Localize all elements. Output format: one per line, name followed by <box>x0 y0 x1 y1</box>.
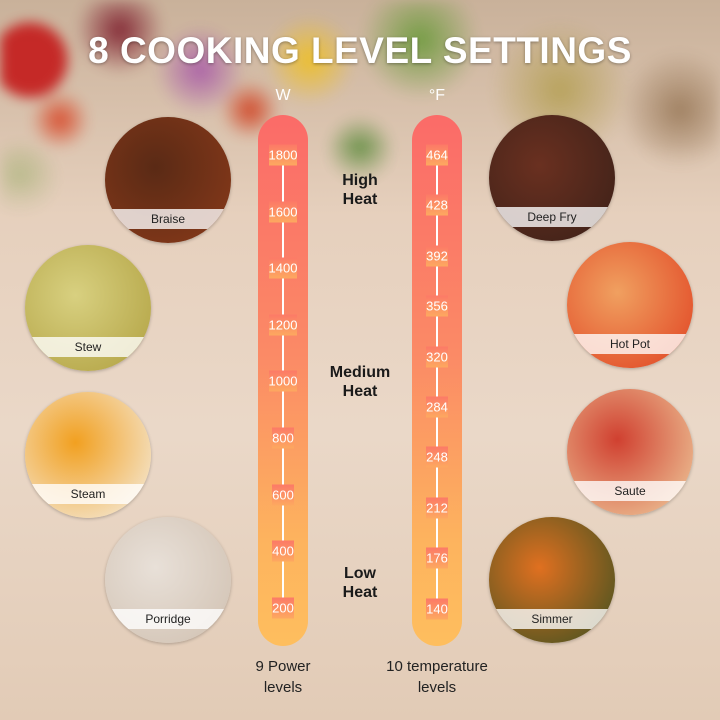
power-levels-caption: 9 Power levels <box>255 658 311 696</box>
dish-label: Deep Fry <box>489 207 615 227</box>
temperature-tick-label: 140 <box>412 598 462 620</box>
page-title: 8 COOKING LEVEL SETTINGS <box>88 30 632 71</box>
dish-label: Steam <box>25 484 151 504</box>
medium-heat-label: Medium Heat <box>329 364 391 400</box>
temperature-tick-label: 212 <box>412 497 462 519</box>
temperature-tick-label: 176 <box>412 547 462 569</box>
temperature-unit: °F <box>428 87 446 104</box>
power-unit: W <box>275 87 291 104</box>
dish-label: Simmer <box>489 609 615 629</box>
dish-label: Saute <box>567 481 693 501</box>
dish-label: Hot Pot <box>567 334 693 354</box>
temperature-tick-label: 356 <box>412 295 462 317</box>
dish-porridge: Porridge <box>105 517 231 643</box>
power-tick-label: 1600 <box>258 201 308 223</box>
power-scale-bar: 1800 1600 1400 1200 1000 800 600 400 200 <box>258 115 308 646</box>
power-tick-label: 1400 <box>258 257 308 279</box>
power-tick-label: 800 <box>258 427 308 449</box>
temperature-tick-label: 284 <box>412 396 462 418</box>
dish-steam: Steam <box>25 392 151 518</box>
power-tick-label: 1800 <box>258 144 308 166</box>
power-tick-label: 400 <box>258 540 308 562</box>
temperature-tick-label: 320 <box>412 346 462 368</box>
dish-saute: Saute <box>567 389 693 515</box>
temperature-scale-bar: 464 428 392 356 320 284 248 212 176 140 <box>412 115 462 646</box>
low-heat-label: Low Heat <box>342 565 378 601</box>
dish-label: Stew <box>25 337 151 357</box>
temperature-tick-label: 392 <box>412 245 462 267</box>
power-tick-label: 1000 <box>258 370 308 392</box>
dish-hot-pot: Hot Pot <box>567 242 693 368</box>
dish-label: Braise <box>105 209 231 229</box>
temperature-tick-label: 428 <box>412 194 462 216</box>
temperature-levels-caption: 10 temperature levels <box>386 658 488 696</box>
high-heat-label: High Heat <box>342 172 378 208</box>
power-tick-label: 600 <box>258 484 308 506</box>
dish-stew: Stew <box>25 245 151 371</box>
dish-simmer: Simmer <box>489 517 615 643</box>
dish-deep-fry: Deep Fry <box>489 115 615 241</box>
power-tick-label: 1200 <box>258 314 308 336</box>
power-tick-label: 200 <box>258 597 308 619</box>
dish-label: Porridge <box>105 609 231 629</box>
dish-braise: Braise <box>105 117 231 243</box>
temperature-tick-label: 248 <box>412 446 462 468</box>
temperature-tick-label: 464 <box>412 144 462 166</box>
